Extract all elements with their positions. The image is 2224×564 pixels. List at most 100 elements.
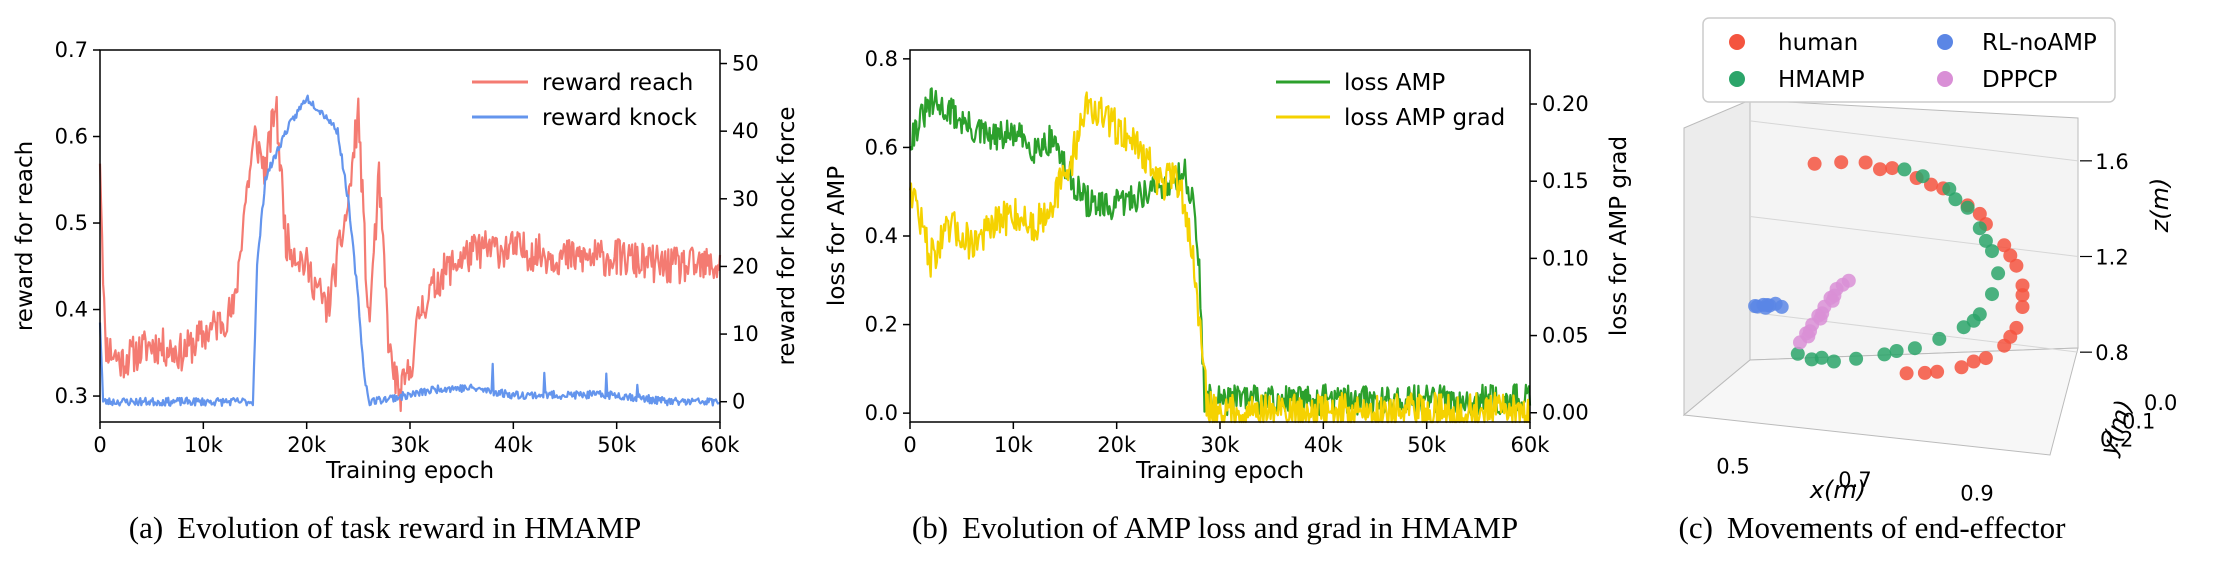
y2-tick-label: 0.15 bbox=[1542, 169, 1589, 193]
grid-line bbox=[1749, 216, 2079, 257]
point-rl-noamp bbox=[1774, 299, 1789, 314]
x-tick-label: 20k bbox=[287, 433, 327, 457]
panel-c-zlabel: z(m) bbox=[2146, 178, 2174, 234]
y-tick-label: 0.0 bbox=[865, 401, 898, 425]
panel-b-loss-chart: 0 10k 20k 30k 40k 50k 60k 0.0 0.2 0.4 0.6 0.8 0.00 0.… bbox=[824, 47, 1632, 545]
y2-tick-label: 30 bbox=[732, 187, 759, 211]
panel-b-ticks: 0 10k 20k 30k 40k 50k 60k 0.0 0.2 0.4 0.6 0.8 0.00 0.… bbox=[865, 47, 1589, 457]
point-hmamp bbox=[1985, 287, 1999, 302]
panel-b-ylabel: loss for AMP bbox=[824, 166, 850, 306]
legend-label-loss-amp: loss AMP bbox=[1344, 70, 1445, 96]
y-tick-label: 0.7 bbox=[55, 38, 88, 62]
point-human bbox=[1954, 360, 1969, 375]
legend-label-reward-knock: reward knock bbox=[542, 105, 698, 131]
legend-label-rl-noamp: RL-noAMP bbox=[1982, 30, 2097, 56]
panel-c-caption: (c) Movements of end-effector bbox=[1679, 510, 2067, 545]
x-tick-label: 40k bbox=[494, 433, 534, 457]
x3d-tick-label: 0.7 bbox=[1838, 468, 1871, 492]
legend-label-human: human bbox=[1778, 30, 1858, 56]
point-hmamp bbox=[1932, 331, 1947, 346]
x-tick-label: 30k bbox=[391, 433, 431, 457]
point-human bbox=[1899, 366, 1914, 381]
point-rl-noamp bbox=[1748, 299, 1763, 313]
y-tick-label: 0.6 bbox=[55, 125, 88, 149]
point-hmamp bbox=[1790, 346, 1805, 361]
point-rl-noamp bbox=[1760, 298, 1775, 312]
grid-line bbox=[1749, 120, 2079, 162]
point-human bbox=[2015, 300, 2030, 314]
x3d-tick-label: 0.5 bbox=[1716, 455, 1749, 479]
point-human bbox=[1930, 364, 1945, 379]
panel-a-ticks: 0 10k 20k 30k 40k 50k 60k 0.3 0.4 0.5 0.6 0.7 0 10 20 3… bbox=[55, 38, 759, 457]
panel-b-caption-text: Evolution of AMP loss and grad in HMAMP bbox=[962, 510, 1518, 545]
point-hmamp bbox=[1991, 266, 2006, 281]
y2-tick-label: 0.10 bbox=[1542, 246, 1589, 270]
x-tick-label: 60k bbox=[1511, 433, 1551, 457]
point-dppcp bbox=[1841, 273, 1856, 288]
point-hmamp bbox=[1972, 221, 1987, 236]
point-human bbox=[2015, 278, 2030, 293]
panel-c-legend: human HMAMP RL-noAMP DPPCP bbox=[1702, 17, 2116, 103]
point-hmamp bbox=[1889, 344, 1904, 358]
panel-c-back-wall bbox=[1749, 99, 2079, 361]
point-human bbox=[1966, 354, 1981, 369]
x-tick-label: 0 bbox=[93, 433, 106, 457]
point-hmamp bbox=[1907, 341, 1922, 356]
panel-b-xlabel: Training epoch bbox=[1135, 458, 1304, 484]
x-tick-label: 20k bbox=[1097, 433, 1137, 457]
y-tick-label: 0.3 bbox=[55, 384, 88, 408]
y-tick-label: 0.2 bbox=[865, 313, 898, 337]
y2-tick-label: 0.05 bbox=[1542, 324, 1589, 348]
y-tick-label: 0.5 bbox=[55, 211, 88, 235]
x-tick-label: 50k bbox=[1407, 433, 1447, 457]
panel-b-caption-label: (b) bbox=[912, 510, 948, 545]
x-tick-label: 10k bbox=[184, 433, 224, 457]
y2-tick-label: 20 bbox=[732, 254, 759, 278]
x-tick-label: 40k bbox=[1304, 433, 1344, 457]
point-hmamp bbox=[1826, 354, 1841, 369]
panel-c-grid bbox=[1749, 120, 2079, 353]
panel-c-xlabel: x(m) bbox=[1809, 476, 1866, 504]
panel-c-3d-box bbox=[1682, 99, 2079, 456]
grid-line bbox=[1749, 311, 2079, 353]
panel-c-caption-label: (c) bbox=[1679, 510, 1713, 545]
y-tick-label: 0.8 bbox=[865, 47, 898, 71]
panel-a-caption: (a) Evolution of task reward in HMAMP bbox=[129, 510, 642, 545]
panel-c-legend-box bbox=[1702, 17, 2116, 103]
z3d-tick-label: 1.2 bbox=[2095, 246, 2128, 270]
point-dppcp bbox=[1825, 293, 1840, 308]
point-human bbox=[1858, 155, 1873, 170]
x-tick-label: 10k bbox=[994, 433, 1034, 457]
point-hmamp bbox=[1948, 192, 1963, 207]
z3d-tick-label: 0.8 bbox=[2095, 341, 2128, 365]
x-tick-label: 30k bbox=[1201, 433, 1241, 457]
z3d-tick-label: 1.6 bbox=[2095, 150, 2128, 174]
point-hmamp bbox=[1960, 200, 1975, 215]
panel-c-points bbox=[1748, 155, 2030, 381]
point-human bbox=[1978, 351, 1993, 366]
point-human bbox=[1885, 161, 1900, 176]
point-human bbox=[2009, 258, 2024, 273]
panel-b-y2label: loss for AMP grad bbox=[1606, 136, 1632, 336]
panel-b-legend: loss AMP loss AMP grad bbox=[1276, 70, 1505, 131]
legend-marker-human bbox=[1729, 34, 1745, 50]
point-hmamp bbox=[1985, 244, 1999, 259]
point-dppcp bbox=[1801, 329, 1816, 344]
point-hmamp bbox=[1849, 351, 1864, 366]
y2-tick-label: 0.00 bbox=[1542, 401, 1589, 425]
point-human bbox=[1807, 156, 1822, 171]
series-line-reward-knock bbox=[98, 94, 721, 407]
point-human bbox=[2015, 288, 2030, 303]
y2-tick-label: 50 bbox=[732, 52, 759, 76]
legend-label-dppcp: DPPCP bbox=[1982, 67, 2058, 93]
x-tick-label: 50k bbox=[597, 433, 637, 457]
legend-marker-dppcp bbox=[1937, 71, 1953, 87]
point-human bbox=[1972, 206, 1987, 221]
y2-tick-label: 10 bbox=[732, 322, 759, 346]
x-tick-label: 0 bbox=[903, 433, 916, 457]
panel-b-caption: (b) Evolution of AMP loss and grad in HMA… bbox=[912, 510, 1518, 545]
point-hmamp bbox=[1942, 182, 1957, 196]
legend-marker-rl-noamp bbox=[1937, 34, 1953, 50]
legend-label-loss-amp-grad: loss AMP grad bbox=[1344, 105, 1505, 131]
